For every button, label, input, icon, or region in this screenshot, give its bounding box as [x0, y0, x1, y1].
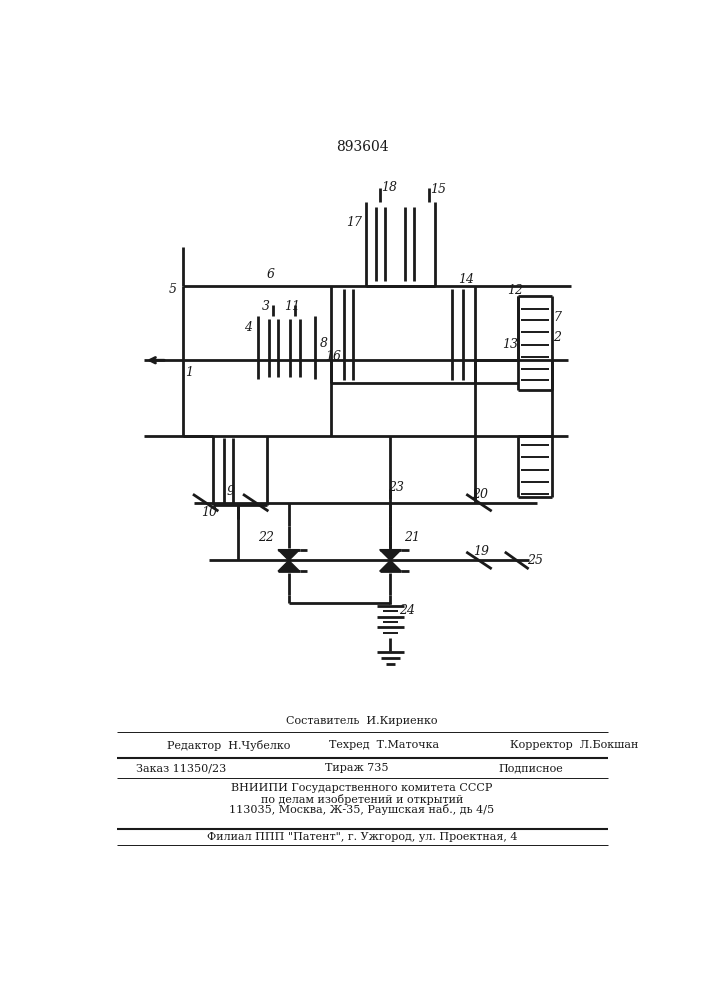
Text: 4: 4	[244, 321, 252, 334]
Text: Корректор  Л.Бокшан: Корректор Л.Бокшан	[510, 740, 638, 750]
Text: 6: 6	[267, 268, 275, 281]
Text: Филиал ППП "Патент", г. Ужгород, ул. Проектная, 4: Филиал ППП "Патент", г. Ужгород, ул. Про…	[206, 832, 518, 842]
Text: 5: 5	[168, 283, 177, 296]
Polygon shape	[380, 560, 402, 571]
Text: 25: 25	[527, 554, 543, 567]
Text: 19: 19	[473, 545, 489, 558]
Text: 22: 22	[258, 531, 274, 544]
Text: 113035, Москва, Ж-35, Раушская наб., дь 4/5: 113035, Москва, Ж-35, Раушская наб., дь …	[229, 804, 494, 815]
Text: 16: 16	[325, 350, 341, 363]
Text: 17: 17	[346, 216, 362, 229]
Text: 12: 12	[507, 284, 523, 297]
Text: 14: 14	[458, 273, 474, 286]
Text: Техред  Т.Маточка: Техред Т.Маточка	[329, 740, 439, 750]
Text: 7: 7	[554, 311, 561, 324]
Text: Подписное: Подписное	[498, 763, 563, 773]
Text: 8: 8	[320, 337, 327, 350]
Text: 23: 23	[388, 481, 404, 494]
Text: 15: 15	[430, 183, 446, 196]
Text: 11: 11	[284, 300, 300, 313]
Text: 21: 21	[404, 531, 420, 544]
Polygon shape	[380, 550, 402, 560]
Polygon shape	[278, 560, 300, 571]
Text: 9: 9	[226, 485, 234, 498]
Text: Составитель  И.Кириенко: Составитель И.Кириенко	[286, 716, 438, 726]
Text: 20: 20	[472, 488, 489, 501]
Text: 893604: 893604	[336, 140, 388, 154]
Text: Заказ 11350/23: Заказ 11350/23	[136, 763, 226, 773]
Text: 3: 3	[262, 300, 269, 313]
Text: 1: 1	[185, 366, 193, 379]
Text: 10: 10	[201, 506, 218, 519]
Text: Тираж 735: Тираж 735	[325, 763, 388, 773]
Text: 18: 18	[381, 181, 397, 194]
Text: 13: 13	[502, 338, 518, 351]
Text: 24: 24	[399, 604, 416, 617]
Text: ВНИИПИ Государственного комитета СССР: ВНИИПИ Государственного комитета СССР	[231, 783, 493, 793]
Text: по делам изобретений и открытий: по делам изобретений и открытий	[261, 794, 463, 805]
Text: Редактор  Н.Чубелко: Редактор Н.Чубелко	[167, 740, 291, 751]
Polygon shape	[278, 550, 300, 560]
Text: 2: 2	[554, 331, 561, 344]
